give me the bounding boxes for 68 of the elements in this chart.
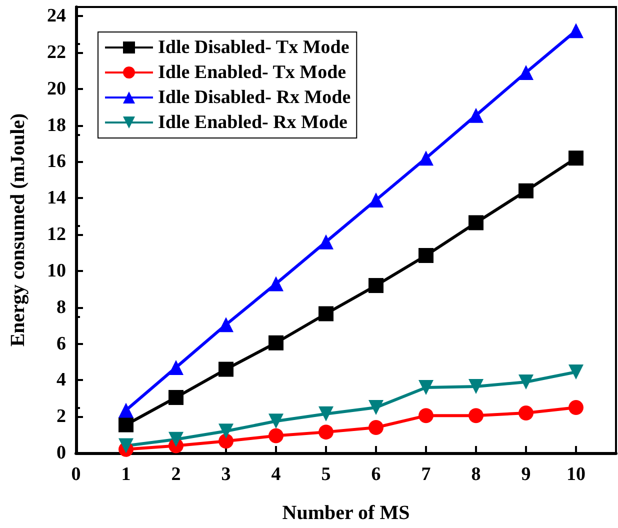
legend-label: Idle Disabled- Rx Mode xyxy=(158,87,351,108)
point xyxy=(468,408,484,424)
point xyxy=(118,402,134,418)
point xyxy=(268,414,284,429)
y-tick-label: 16 xyxy=(47,151,66,172)
point xyxy=(218,362,234,377)
point xyxy=(468,215,484,230)
point xyxy=(518,183,534,198)
point xyxy=(268,428,284,444)
point xyxy=(318,424,334,440)
point xyxy=(318,306,334,322)
y-tick-label: 14 xyxy=(47,188,66,209)
legend-label: Idle Disabled- Tx Mode xyxy=(158,37,350,58)
point xyxy=(568,150,584,166)
point xyxy=(368,400,384,415)
point xyxy=(568,400,584,415)
y-tick-label: 4 xyxy=(56,370,66,391)
y-tick-label: 12 xyxy=(47,224,66,246)
y-tick-label: 2 xyxy=(56,406,66,428)
point xyxy=(518,65,534,80)
point xyxy=(468,108,484,123)
point xyxy=(568,364,584,380)
legend-label: Idle Enabled- Tx Mode xyxy=(158,62,346,83)
y-tick-label: 0 xyxy=(56,442,66,464)
x-tick-label: 4 xyxy=(271,464,282,485)
point xyxy=(518,405,534,420)
x-tick-label: 1 xyxy=(121,464,131,485)
x-tick-label: 2 xyxy=(171,464,181,485)
x-tick-label: 7 xyxy=(421,464,432,485)
point xyxy=(418,150,434,166)
point xyxy=(318,234,334,250)
y-axis-title: Energy consumed (mJoule) xyxy=(7,113,29,347)
point xyxy=(118,417,134,432)
y-tick-label: 18 xyxy=(47,114,66,136)
x-tick-label: 0 xyxy=(71,464,81,485)
legend-label: Idle Enabled- Rx Mode xyxy=(158,112,348,133)
point xyxy=(568,23,584,38)
y-tick-label: 8 xyxy=(56,296,66,318)
point xyxy=(368,278,384,294)
point xyxy=(118,438,134,454)
x-tick-label: 5 xyxy=(321,464,331,485)
point xyxy=(418,380,434,395)
x-tick-label: 6 xyxy=(371,464,381,485)
y-tick-label: 6 xyxy=(56,333,66,354)
point xyxy=(318,406,334,422)
x-axis-title: Number of MS xyxy=(282,502,410,524)
x-tick-label: 3 xyxy=(221,464,231,485)
point xyxy=(218,434,234,449)
point xyxy=(368,192,384,208)
point xyxy=(218,317,234,332)
x-tick-label: 10 xyxy=(566,464,586,485)
x-tick-label: 9 xyxy=(521,464,531,485)
y-tick-label: 24 xyxy=(47,6,66,27)
y-tick-label: 20 xyxy=(47,78,66,100)
point xyxy=(418,248,434,263)
point xyxy=(168,390,184,405)
point xyxy=(268,335,284,350)
point xyxy=(468,379,484,394)
x-tick-label: 8 xyxy=(471,464,481,485)
y-tick-label: 22 xyxy=(47,42,66,64)
point xyxy=(268,276,284,292)
point xyxy=(168,360,184,375)
point xyxy=(368,420,384,436)
point xyxy=(418,408,434,424)
y-tick-label: 10 xyxy=(47,260,66,282)
point xyxy=(518,374,534,390)
point xyxy=(168,432,184,447)
point xyxy=(218,424,234,439)
